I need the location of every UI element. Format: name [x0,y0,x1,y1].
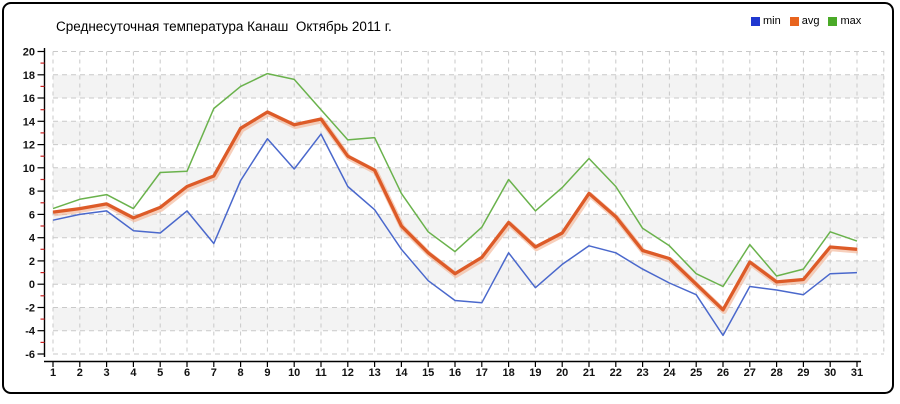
plot-band [53,51,884,75]
x-tick-label: 18 [502,367,514,379]
x-tick-label: 3 [104,367,110,379]
y-tick-label: 8 [29,186,35,198]
x-tick-label: 12 [342,367,354,379]
plot-band [53,330,884,354]
x-tick-label: 31 [851,367,863,379]
x-tick-label: 17 [476,367,488,379]
plot-band [53,307,884,331]
series-avg-halo [53,110,859,315]
plot-band [53,237,884,261]
y-tick-label: 2 [29,256,35,268]
x-tick-label: 20 [556,367,568,379]
plot-band [53,121,884,145]
chart-frame: 20 18 16 14 12 10 8 6 4 2 0 -2 -4 -6 1 2 3 4 5 6 7 8 9 10 11 12 13… [2,2,894,394]
x-tick-label: 11 [315,367,327,379]
plot-band [53,214,884,238]
x-tick-label: 9 [264,367,270,379]
chart-title: Среднесуточная температура Канаш Октябрь… [56,19,392,34]
plot-band [53,191,884,215]
y-tick-label: 0 [29,279,35,291]
plot-band [53,284,884,308]
legend: min avg max [751,15,861,27]
x-tick-label: 1 [50,367,56,379]
legend-item-avg: avg [789,15,820,27]
series-avg-line [52,110,858,312]
x-tick-label: 13 [368,367,380,379]
x-tick-label: 23 [636,367,648,379]
x-tick-label: 25 [690,367,702,379]
y-tick-label: -6 [25,349,35,361]
y-tick-label: 18 [23,70,35,82]
plot-band [53,74,884,99]
y-tick-label: -4 [25,326,36,338]
x-tick-label: 29 [797,367,809,379]
x-tick-label: 28 [770,367,782,379]
legend-swatch-avg-icon [789,16,799,26]
x-tick-label: 30 [824,367,836,379]
legend-label-max: max [840,15,862,27]
x-tick-label: 21 [583,367,595,379]
y-tick-label: 20 [23,47,35,59]
y-tick-label: -2 [25,303,35,315]
legend-item-max: max [828,15,861,27]
legend-label-min: min [763,15,781,27]
x-tick-label: 5 [157,367,163,379]
x-tick-label: 6 [184,367,190,379]
x-tick-label: 2 [77,367,83,379]
x-tick-label: 14 [395,367,408,379]
plot-band [53,144,884,168]
x-tick-label: 15 [422,367,434,379]
legend-item-min: min [751,15,781,27]
legend-label-avg: avg [801,15,820,27]
legend-swatch-max-icon [828,16,838,26]
x-tick-label: 10 [288,367,300,379]
y-tick-label: 14 [23,116,36,128]
y-tick-label: 12 [23,140,35,152]
x-tick-label: 16 [449,367,461,379]
y-tick-label: 16 [23,93,35,105]
x-tick-label: 19 [529,367,541,379]
x-tick-label: 4 [130,367,137,379]
plot-band [53,98,884,122]
x-tick-label: 7 [211,367,217,379]
y-tick-label: 10 [23,163,35,175]
y-tick-label: 6 [29,209,35,221]
series-max-line [52,72,858,288]
x-tick-label: 27 [744,367,756,379]
x-tick-label: 24 [663,367,676,379]
x-tick-label: 26 [717,367,729,379]
x-tick-label: 8 [238,367,244,379]
plot-band [53,167,884,192]
series-min-line [52,133,858,337]
y-tick-label: 4 [29,233,36,245]
x-tick-label: 22 [610,367,622,379]
legend-swatch-min-icon [751,16,760,26]
